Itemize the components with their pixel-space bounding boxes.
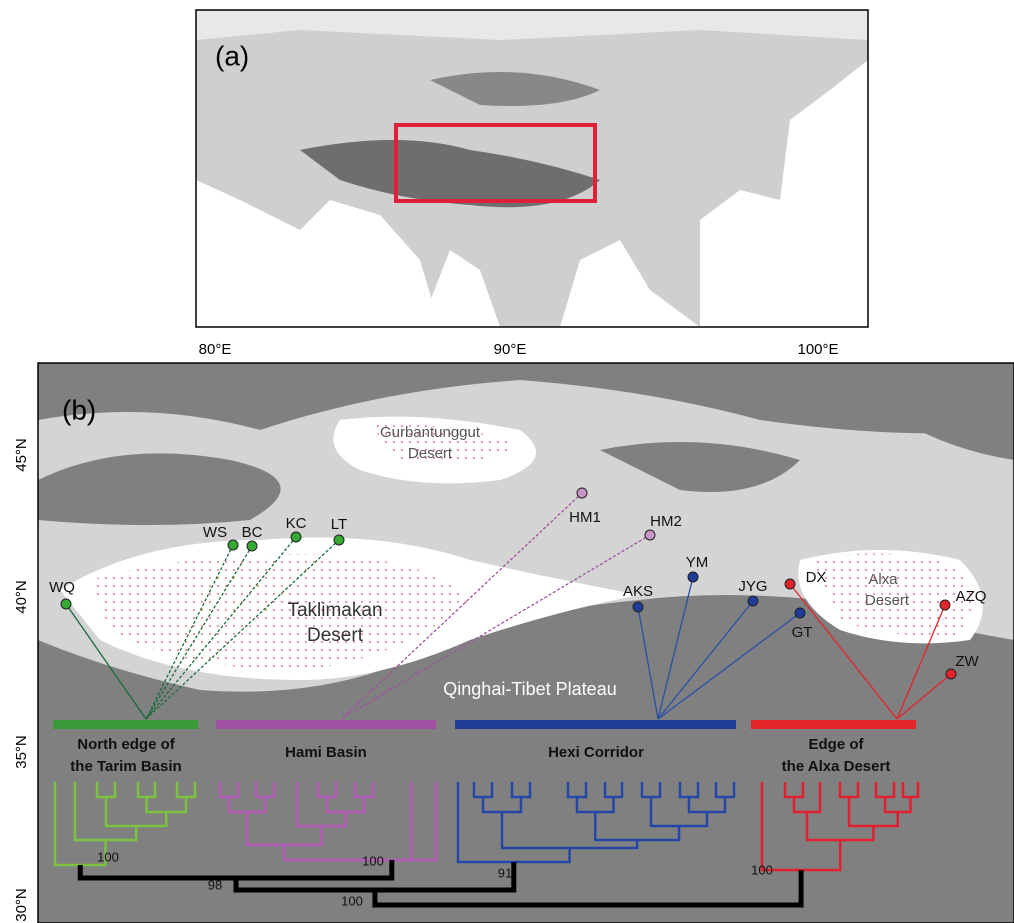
site-marker [577, 488, 587, 498]
site-marker [645, 530, 655, 540]
panel-label: (a) [215, 40, 249, 71]
site-label: HM2 [650, 513, 682, 530]
site-label: LT [331, 516, 347, 533]
support-value: 100 [362, 853, 384, 868]
site-label: KC [286, 515, 307, 532]
region-label: Alxa [868, 571, 898, 588]
lat-label: 45°N [13, 438, 30, 472]
site-marker [247, 541, 257, 551]
site-marker [633, 602, 643, 612]
site-marker [748, 596, 758, 606]
support-value: 100 [751, 862, 773, 877]
page: (a) 80°E 90°E 100°E (b) 45°N 40°N 35°N 3… [0, 0, 1014, 923]
figure: (a) 80°E 90°E 100°E (b) 45°N 40°N 35°N 3… [0, 0, 1014, 923]
lat-label: 35°N [13, 735, 30, 769]
site-label: WS [203, 524, 227, 541]
panel-a: (a) [196, 10, 868, 327]
site-label: AKS [623, 583, 653, 600]
support-value: 98 [208, 877, 222, 892]
region-label: Desert [307, 625, 364, 646]
site-label: AZQ [956, 588, 987, 605]
site-marker [334, 535, 344, 545]
support-value: 91 [498, 865, 512, 880]
site-label: ZW [955, 653, 979, 670]
site-marker [785, 579, 795, 589]
lon-label: 100°E [797, 341, 838, 358]
site-label: DX [806, 569, 827, 586]
lon-label: 90°E [494, 341, 527, 358]
site-marker [228, 540, 238, 550]
group-bar [455, 720, 736, 729]
group-label: the Tarim Basin [70, 758, 181, 775]
lon-label: 80°E [199, 341, 232, 358]
region-label: Taklimakan [287, 600, 382, 621]
site-label: JYG [738, 578, 767, 595]
support-value: 100 [97, 849, 119, 864]
site-label: YM [686, 554, 709, 571]
site-marker [291, 532, 301, 542]
group-label: Edge of [809, 736, 865, 753]
site-label: BC [242, 524, 263, 541]
region-label: Desert [865, 592, 910, 609]
group-bar [216, 720, 436, 729]
region-label: Qinghai-Tibet Plateau [443, 679, 616, 699]
site-marker [946, 669, 956, 679]
group-label: Hami Basin [285, 744, 367, 761]
lat-label: 30°N [13, 888, 30, 922]
support-value: 100 [341, 893, 363, 908]
region-label: Desert [408, 445, 453, 462]
site-marker [61, 599, 71, 609]
group-label: the Alxa Desert [782, 758, 891, 775]
group-bar [53, 720, 198, 729]
site-marker [940, 600, 950, 610]
panel-label: (b) [62, 394, 96, 425]
site-label: WQ [49, 579, 75, 596]
site-marker [795, 608, 805, 618]
site-marker [688, 572, 698, 582]
lat-label: 40°N [13, 580, 30, 614]
region-label: Gurbantunggut [380, 424, 481, 441]
site-label: HM1 [569, 509, 601, 526]
site-label: GT [792, 624, 813, 641]
group-label: North edge of [77, 736, 175, 753]
group-bar [751, 720, 916, 729]
group-label: Hexi Corridor [548, 744, 644, 761]
